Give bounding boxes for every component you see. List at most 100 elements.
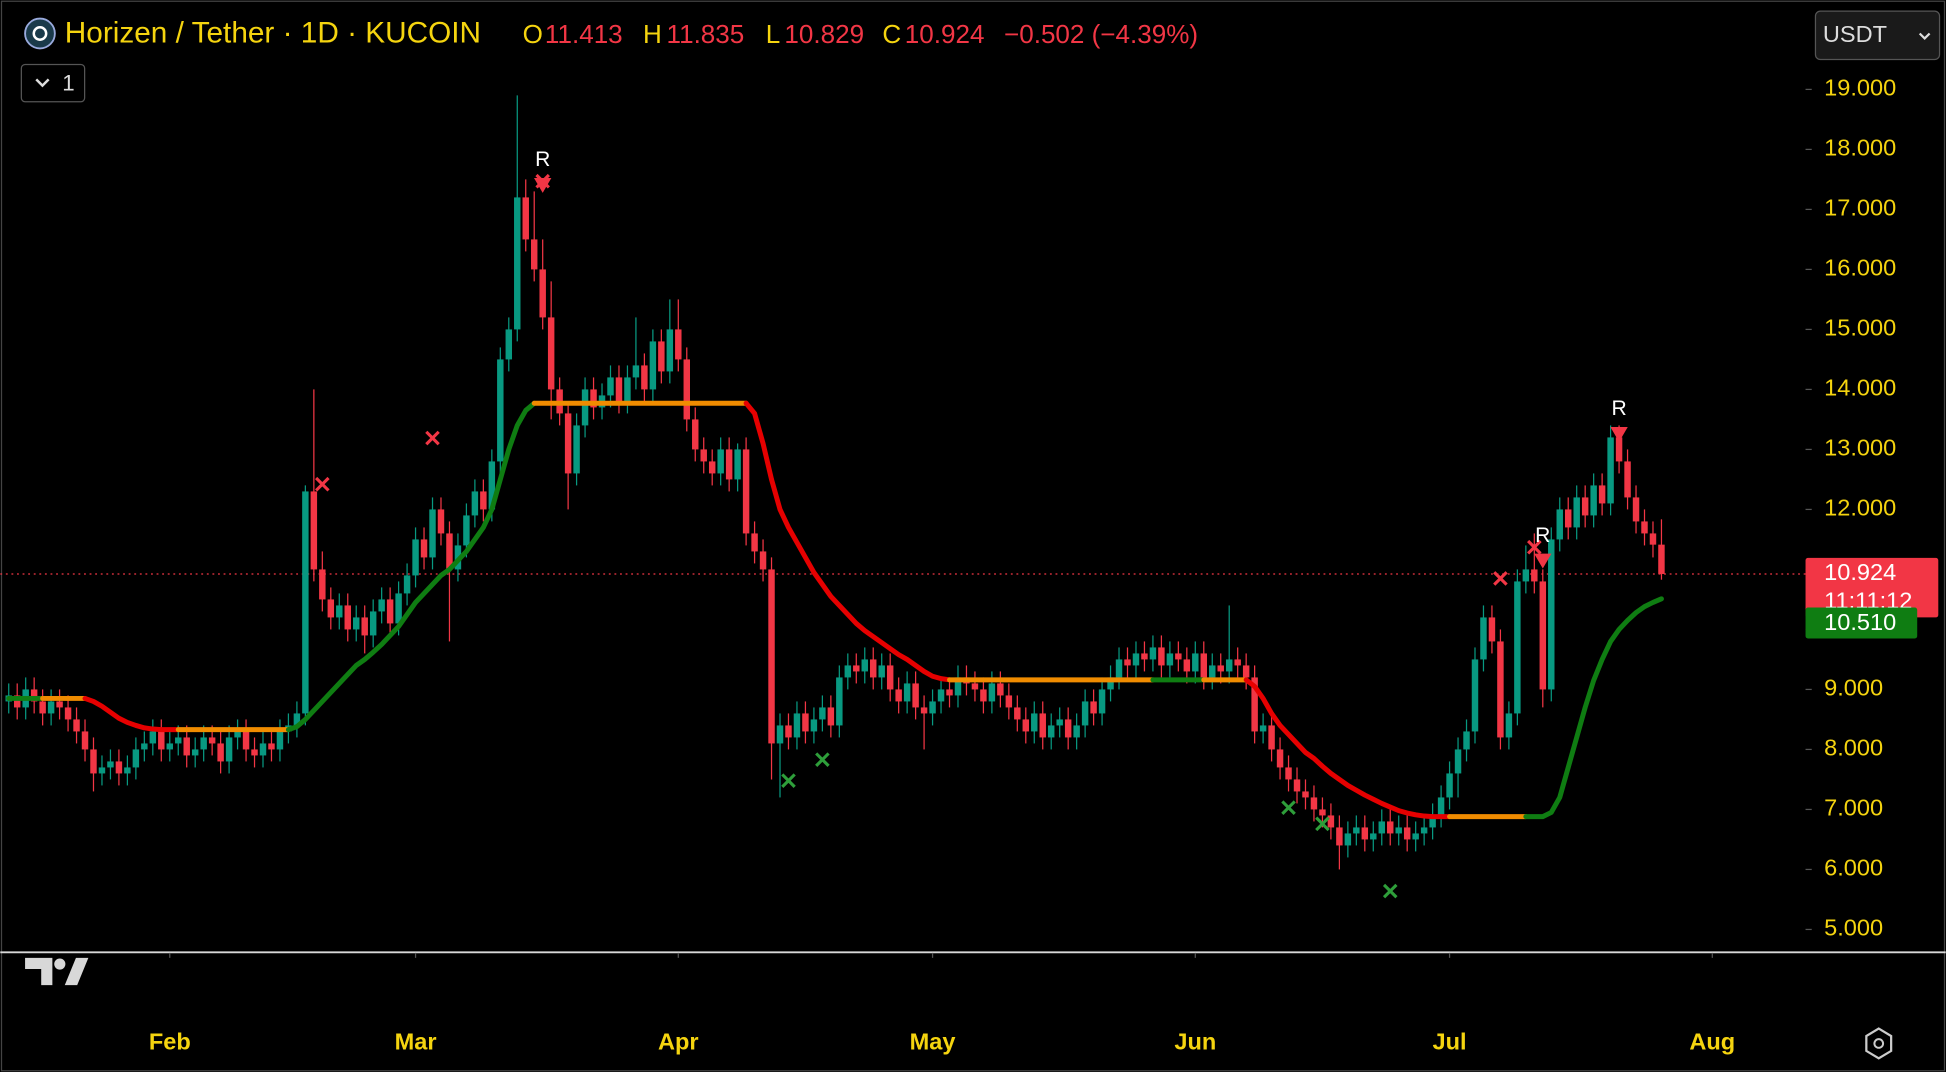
candle-body — [1141, 653, 1148, 660]
chevron — [1918, 32, 1931, 41]
indicator-toggle[interactable]: 1 — [20, 63, 86, 103]
candle-body — [327, 599, 335, 618]
candle-body — [870, 659, 877, 678]
candle-body — [1132, 653, 1140, 666]
candle-body — [259, 743, 267, 756]
candle-body — [471, 491, 479, 516]
candle-body — [564, 413, 572, 474]
candle-body — [675, 329, 682, 360]
toggle-button[interactable] — [20, 63, 86, 103]
settings-icon[interactable] — [1865, 1027, 1893, 1060]
candle-body — [1124, 659, 1131, 666]
symbol-title[interactable]: Horizen / Tether · 1D · KUCOIN — [65, 17, 481, 50]
candle-body — [1022, 719, 1030, 732]
candle-body — [386, 599, 394, 624]
trail-line — [82, 695, 181, 733]
candle-body — [666, 329, 674, 372]
candle-body — [878, 665, 885, 678]
y-tick-label: 8.000 — [1824, 735, 1883, 761]
candle-body — [497, 359, 504, 462]
price-change: −0.502 (−4.39%) — [1004, 19, 1198, 49]
candle-body — [1353, 827, 1360, 834]
x-tick-label: Mar — [395, 1029, 437, 1055]
candle-body — [946, 689, 953, 696]
candle-body — [903, 683, 911, 702]
last-price-label: 10.924 — [1824, 559, 1896, 585]
candle-body — [581, 389, 589, 426]
candle-body — [1446, 773, 1453, 798]
candle-body — [90, 749, 97, 774]
ohlc-key: C — [882, 19, 901, 49]
candle-body — [1573, 497, 1580, 528]
candle-body — [251, 749, 258, 756]
signal-cross — [815, 752, 830, 767]
y-tick-label: 13.000 — [1824, 435, 1896, 461]
x-tick-label: Feb — [149, 1029, 191, 1055]
candle-body — [742, 449, 750, 534]
candle-body — [268, 743, 275, 750]
candle-body — [954, 677, 962, 696]
y-tick-label: 12.000 — [1824, 495, 1896, 521]
candle-body — [1115, 659, 1123, 678]
candle-body — [234, 731, 241, 738]
signal-cross — [1315, 816, 1330, 832]
candle-body — [1378, 821, 1385, 834]
candle-body — [480, 491, 487, 510]
candle-body — [463, 515, 470, 546]
candle-body — [276, 731, 284, 750]
candle-body — [920, 707, 928, 714]
candle-body — [225, 737, 233, 762]
candle-body — [1268, 725, 1275, 750]
candle-body — [208, 737, 216, 744]
candle-body — [183, 737, 190, 756]
candle-body — [1344, 833, 1352, 846]
candle-body — [785, 725, 792, 738]
ohlc-value: 11.413 — [545, 19, 623, 49]
trail-badge — [1805, 607, 1918, 639]
candle-body — [530, 239, 538, 270]
candle-body — [319, 569, 326, 600]
candle-body — [819, 707, 826, 720]
candle-body — [217, 743, 224, 762]
candle-body — [1192, 653, 1199, 672]
candle-body — [1412, 833, 1419, 840]
y-tick-label: 15.000 — [1824, 315, 1896, 341]
candle-body — [1310, 797, 1318, 810]
logo-shape — [25, 957, 53, 986]
candle-body — [361, 617, 368, 636]
currency-button[interactable] — [1814, 10, 1941, 61]
y-tick-label: 18.000 — [1824, 135, 1896, 161]
currency-select[interactable]: USDT — [1814, 10, 1941, 61]
candle-body — [344, 605, 351, 630]
candle-body — [1615, 437, 1623, 462]
candle-body — [793, 713, 801, 738]
trail-line — [1243, 677, 1453, 820]
candle-body — [1564, 509, 1572, 528]
candle-body — [1403, 827, 1411, 840]
candle-body — [1073, 725, 1080, 738]
candle-body — [505, 329, 513, 360]
candle-body — [1387, 821, 1394, 834]
y-tick-label: 14.000 — [1824, 375, 1896, 401]
y-tick-label: 19.000 — [1824, 75, 1896, 101]
candle-body — [708, 461, 716, 474]
candle-body — [1242, 665, 1250, 678]
candle-body — [1429, 815, 1436, 828]
candle-body — [1607, 437, 1614, 504]
candle-body — [81, 731, 89, 750]
candle-body — [336, 605, 343, 618]
signal-label: R — [1611, 397, 1626, 420]
candle-body — [734, 449, 741, 480]
candle-body — [30, 689, 38, 702]
signal-label: R — [1535, 524, 1550, 547]
ohlc-value: 11.835 — [667, 19, 745, 49]
y-tick-label: 7.000 — [1824, 795, 1883, 821]
candle-body — [1497, 641, 1504, 738]
candle-body — [802, 713, 809, 732]
candle-body — [64, 707, 72, 720]
logo-dot — [54, 958, 66, 970]
candle-body — [751, 533, 758, 552]
candle-body — [1632, 497, 1640, 522]
settings-icon-center — [1873, 1038, 1885, 1049]
